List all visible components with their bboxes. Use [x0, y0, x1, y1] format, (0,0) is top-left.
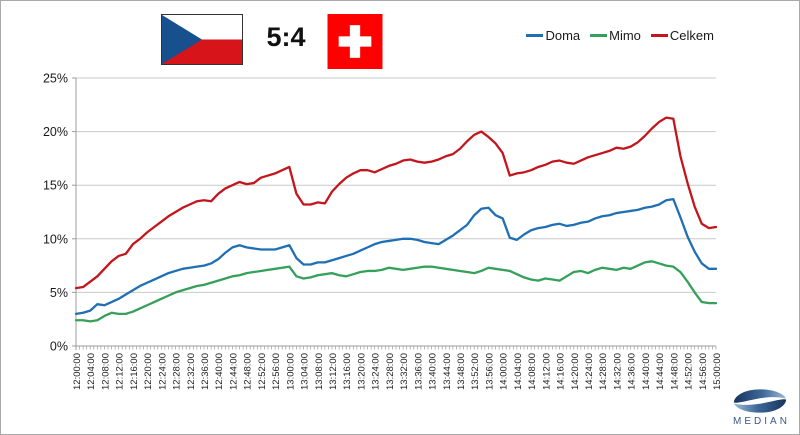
x-axis-label: 13:28:00 [385, 353, 396, 390]
x-axis-label: 14:52:00 [684, 353, 695, 390]
x-axis-label: 13:16:00 [342, 353, 353, 390]
x-axis-label: 14:28:00 [598, 353, 609, 390]
x-axis-label: 13:24:00 [371, 353, 382, 390]
legend-label-mimo: Mimo [609, 28, 641, 43]
legend-label-celkem: Celkem [669, 28, 714, 43]
x-axis-label: 14:04:00 [513, 353, 524, 390]
x-axis-label: 12:12:00 [115, 353, 126, 390]
y-axis-label: 15% [43, 179, 68, 193]
x-axis-label: 12:52:00 [257, 353, 268, 390]
x-axis-label: 12:04:00 [86, 353, 97, 390]
legend-item-doma: Doma [526, 28, 580, 43]
y-axis-label: 0% [50, 340, 68, 354]
x-axis-label: 13:08:00 [314, 353, 325, 390]
mimo-line-swatch [590, 34, 608, 37]
switzerland-flag [327, 14, 383, 69]
doma-line-swatch [526, 34, 544, 37]
x-axis-label: 13:44:00 [442, 353, 453, 390]
x-axis-label: 13:48:00 [456, 353, 467, 390]
x-axis-label: 12:00:00 [72, 353, 83, 390]
x-axis-label: 12:28:00 [172, 353, 183, 390]
y-axis-label: 5% [50, 286, 68, 300]
series-line-celkem [74, 116, 718, 290]
x-axis-label: 13:56:00 [484, 353, 495, 390]
legend-label-doma: Doma [545, 28, 581, 43]
x-axis-label: 13:32:00 [399, 353, 410, 390]
median-logo-text: MEDIAN [733, 416, 790, 427]
x-axis-label: 12:40:00 [214, 353, 225, 390]
x-axis-label: 14:48:00 [669, 353, 680, 390]
median-logo: MEDIAN [727, 387, 793, 427]
switzerland-flag-image [327, 14, 383, 69]
x-axis-label: 14:56:00 [698, 353, 709, 390]
x-axis-label: 12:32:00 [186, 353, 197, 390]
x-axis-label: 12:48:00 [243, 353, 254, 390]
x-axis-label: 14:44:00 [655, 353, 666, 390]
x-axis-label: 13:36:00 [413, 353, 424, 390]
x-axis-label: 12:20:00 [143, 353, 154, 390]
y-axis-label: 25% [43, 72, 68, 86]
x-axis-label: 14:16:00 [556, 353, 567, 390]
x-axis-label: 14:24:00 [584, 353, 595, 390]
x-axis-label: 12:56:00 [271, 353, 282, 390]
x-axis-label: 14:32:00 [612, 353, 623, 390]
x-axis-label: 14:00:00 [499, 353, 510, 390]
x-axis-label: 14:36:00 [627, 353, 638, 390]
y-axis-label: 10% [43, 232, 68, 246]
series-line-doma [74, 197, 718, 315]
x-axis-label: 14:20:00 [570, 353, 581, 390]
x-axis-label: 12:24:00 [157, 353, 168, 390]
x-axis-label: 13:20:00 [356, 353, 367, 390]
x-axis-label: 12:08:00 [100, 353, 111, 390]
x-axis-label: 14:12:00 [541, 353, 552, 390]
czech-flag-image [162, 15, 242, 64]
match-score: 5:4 [266, 22, 306, 52]
legend-item-celkem: Celkem [650, 28, 714, 43]
x-axis-label: 13:04:00 [300, 353, 311, 390]
y-axis-label: 20% [43, 125, 68, 139]
x-axis-label: 12:44:00 [228, 353, 239, 390]
x-axis-label: 13:40:00 [428, 353, 439, 390]
median-logo-icon [733, 389, 787, 413]
x-axis-label: 13:12:00 [328, 353, 339, 390]
x-axis-label: 15:00:00 [712, 353, 723, 390]
x-axis-label: 12:16:00 [129, 353, 140, 390]
czech-flag [161, 14, 243, 65]
legend-item-mimo: Mimo [590, 28, 641, 43]
legend: Doma Mimo Celkem [526, 28, 714, 43]
x-axis-label: 13:52:00 [470, 353, 481, 390]
x-axis-label: 14:40:00 [641, 353, 652, 390]
x-axis-label: 12:36:00 [200, 353, 211, 390]
x-axis-label: 14:08:00 [527, 353, 538, 390]
series-line-mimo [74, 260, 718, 323]
celkem-line-swatch [650, 34, 668, 37]
x-axis-label: 13:00:00 [285, 353, 296, 390]
